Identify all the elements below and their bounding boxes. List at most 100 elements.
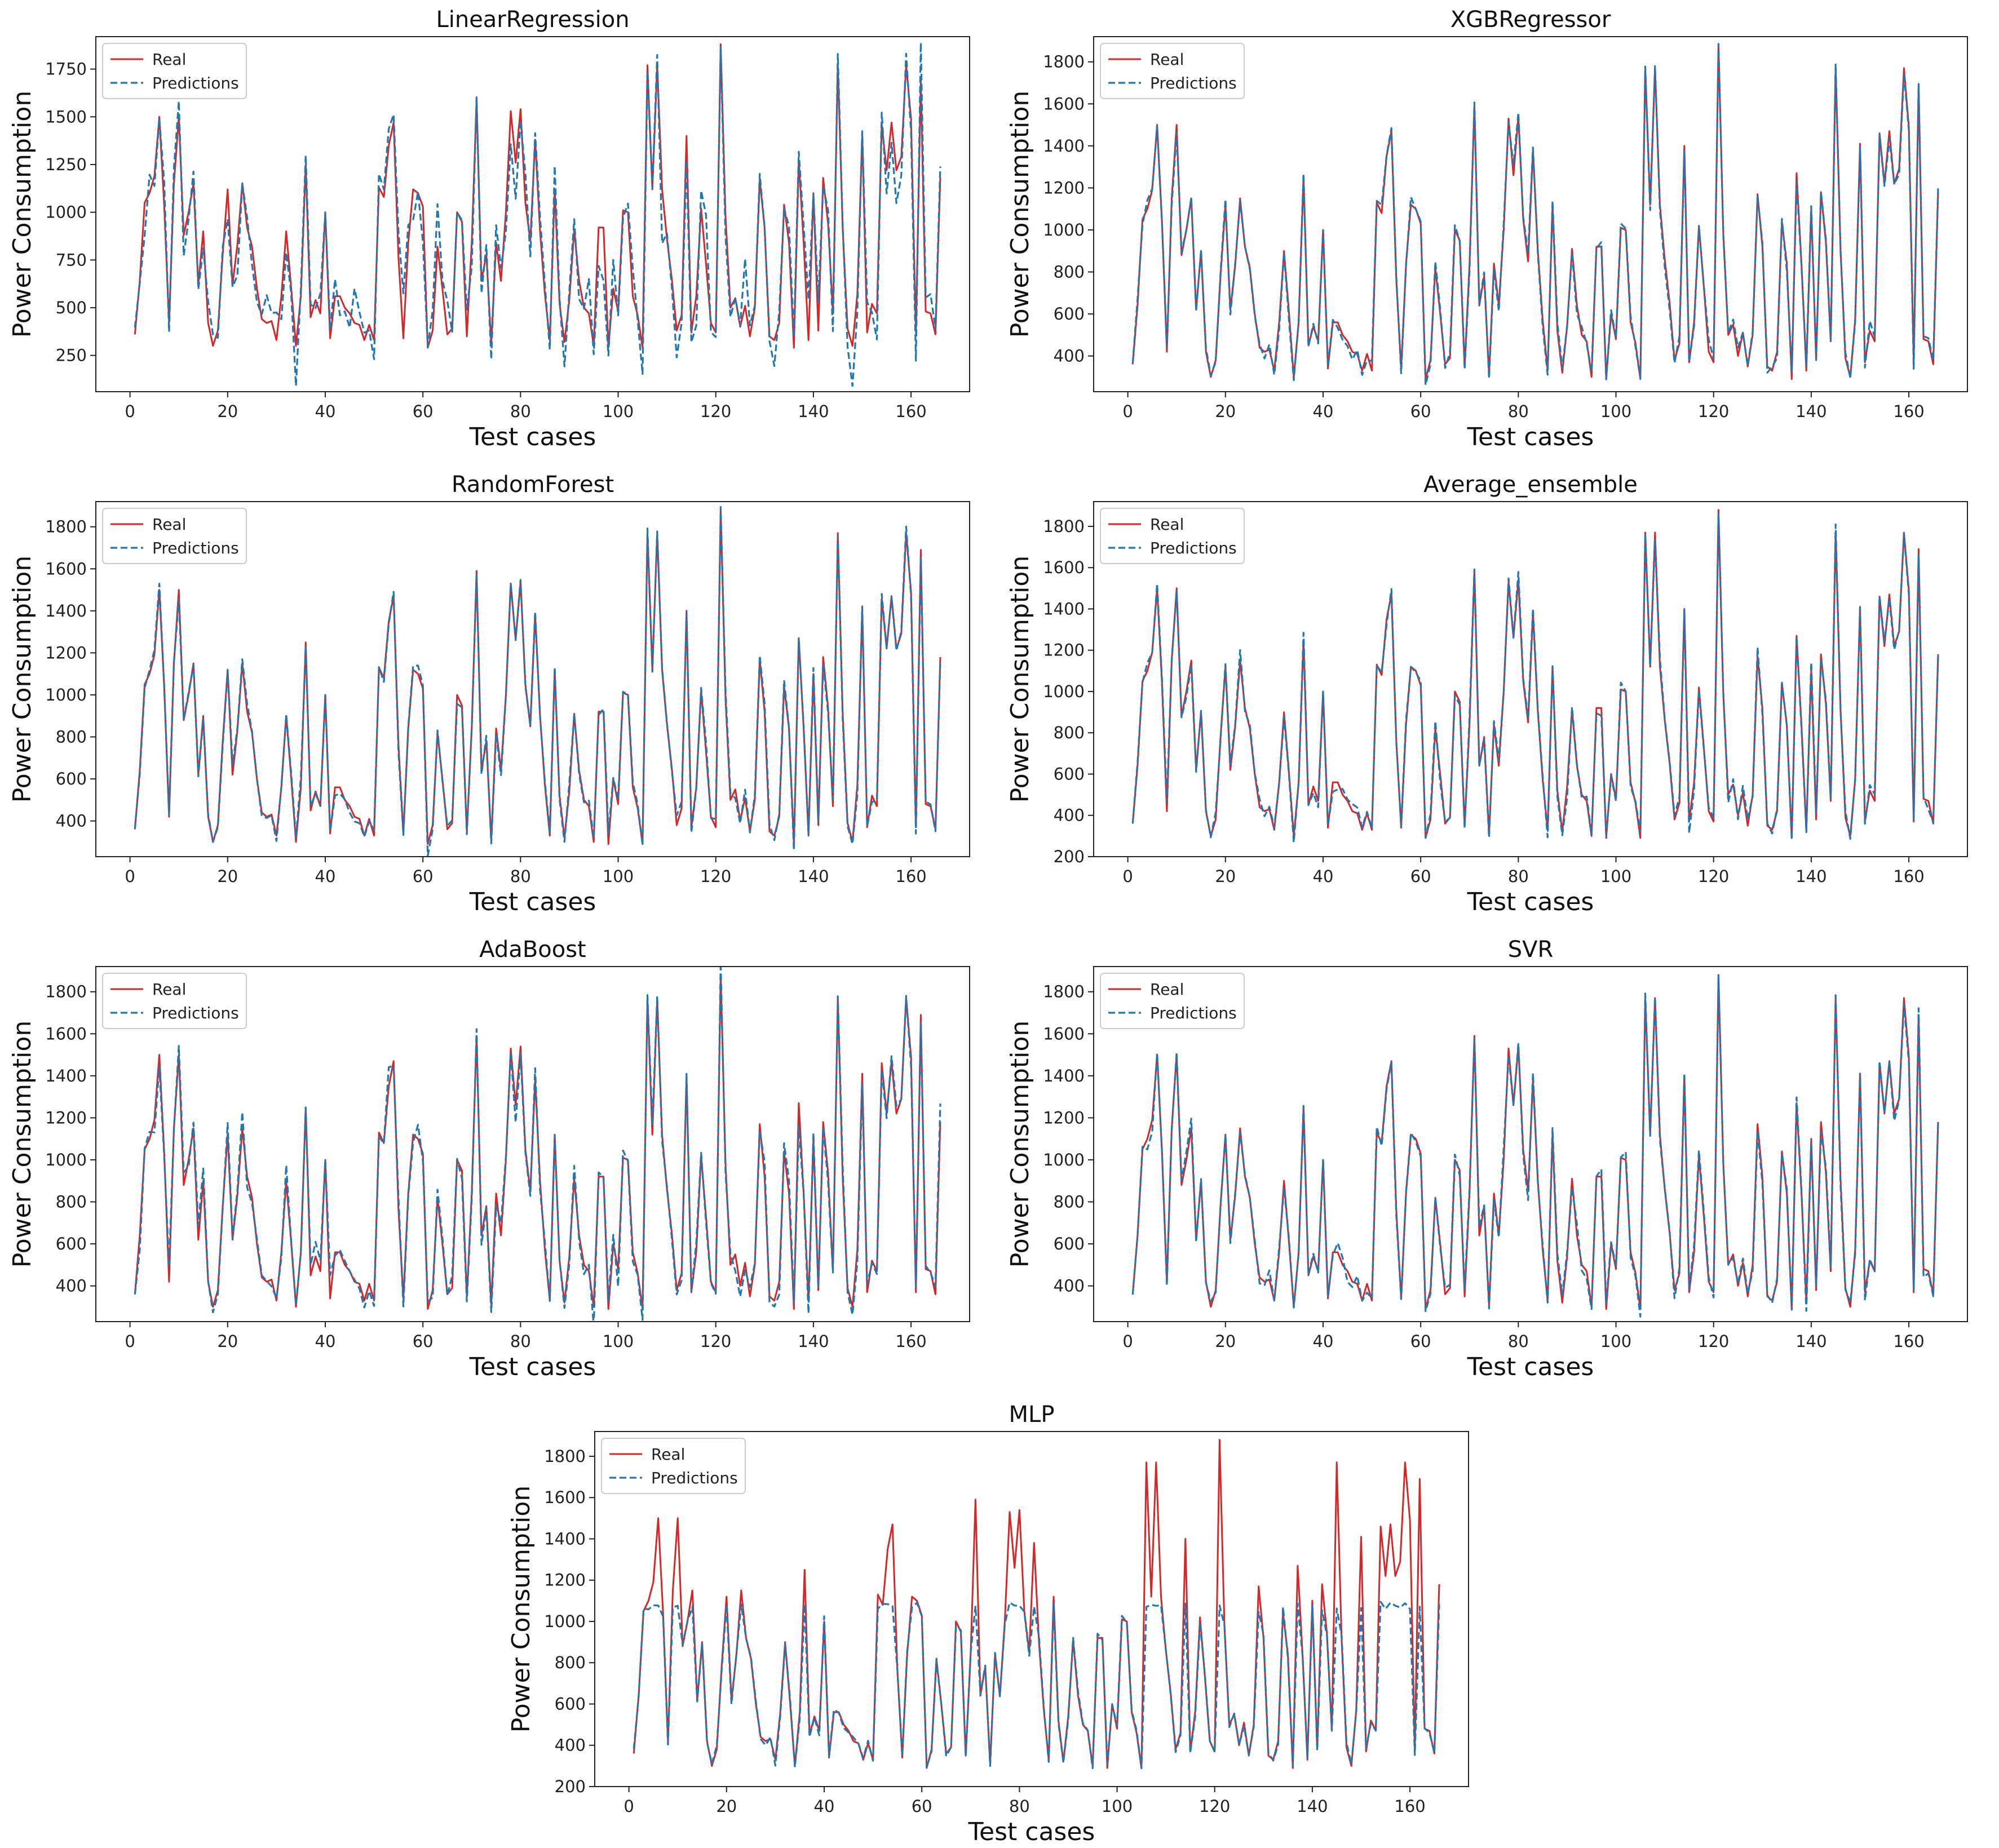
x-tick-label: 20 (1215, 867, 1236, 886)
legend: Real Predictions (102, 43, 247, 99)
x-tick-label: 140 (1795, 1332, 1826, 1351)
y-tick-label: 1400 (1043, 599, 1085, 618)
y-tick-label: 1800 (45, 517, 87, 537)
x-tick-label: 80 (510, 867, 531, 886)
chart-svg: AdaBoost 0 20 40 60 80 100 120 140 160 400 600 800 10… (8, 937, 970, 1381)
x-axis-label: Test cases (1467, 888, 1594, 916)
series-predictions-line (1131, 974, 1939, 1318)
x-tick-label: 100 (603, 402, 634, 421)
x-axis-label: Test cases (968, 1818, 1095, 1846)
plot-frame (1093, 501, 1968, 857)
x-tick-label: 80 (1009, 1797, 1030, 1816)
y-tick-label: 1800 (45, 982, 87, 1001)
y-tick-label: 600 (56, 1234, 87, 1253)
legend-box (102, 508, 247, 564)
y-tick-label: 1250 (45, 155, 87, 174)
y-tick-label: 1200 (45, 1108, 87, 1127)
y-tick-label: 800 (1054, 1193, 1085, 1212)
x-tick-label: 20 (1215, 1332, 1236, 1351)
y-axis-label: Power Consumption (8, 556, 37, 803)
x-tick-label: 60 (413, 867, 434, 886)
x-tick-label: 60 (413, 1332, 434, 1351)
y-tick-label: 1400 (1043, 1066, 1085, 1085)
y-tick-label: 800 (1054, 723, 1085, 742)
panel-xgbregressor: XGBRegressor 0 20 40 60 80 100 120 140 160 400 600 8… (998, 0, 1979, 451)
x-tick-label: 160 (1893, 402, 1924, 421)
legend-real-label: Real (651, 1445, 685, 1464)
y-tick-label: 1600 (544, 1488, 586, 1507)
x-tick-label: 140 (1795, 867, 1826, 886)
legend-box (1100, 973, 1245, 1029)
x-tick-label: 140 (798, 1332, 829, 1351)
y-tick-label: 1400 (544, 1529, 586, 1548)
y-tick-label: 500 (56, 298, 87, 317)
series-real-line (134, 43, 941, 349)
x-tick-label: 0 (1122, 867, 1133, 886)
x-tick-label: 80 (1508, 867, 1529, 886)
legend: Real Predictions (102, 508, 247, 564)
chart-svg: MLP 0 20 40 60 80 100 120 140 160 200 400 600 800 1000… (507, 1402, 1469, 1846)
x-tick-label: 140 (798, 402, 829, 421)
x-tick-label: 0 (125, 402, 135, 421)
plot-frame (594, 1431, 1469, 1787)
x-tick-label: 40 (814, 1797, 835, 1816)
y-tick-label: 1800 (1043, 982, 1085, 1001)
legend: Real Predictions (1100, 973, 1245, 1029)
chart-svg: XGBRegressor 0 20 40 60 80 100 120 140 160 400 600 8… (1006, 7, 1968, 451)
y-tick-label: 400 (1054, 347, 1085, 366)
x-tick-label: 60 (1410, 402, 1431, 421)
x-tick-label: 160 (895, 402, 926, 421)
legend-box (102, 43, 247, 99)
y-tick-label: 1200 (45, 643, 87, 662)
legend-predictions-label: Predictions (1150, 539, 1237, 557)
x-tick-label: 120 (1698, 1332, 1729, 1351)
x-tick-label: 20 (716, 1797, 737, 1816)
y-tick-label: 800 (56, 1193, 87, 1212)
x-axis-label: Test cases (1467, 423, 1594, 451)
legend: Real Predictions (1100, 43, 1245, 99)
x-tick-label: 120 (1698, 867, 1729, 886)
x-tick-label: 60 (1410, 1332, 1431, 1351)
series-real-line (633, 1439, 1440, 1769)
y-tick-label: 400 (56, 812, 87, 831)
y-axis-label: Power Consumption (1006, 1021, 1034, 1268)
x-tick-label: 40 (1313, 402, 1334, 421)
y-tick-label: 1200 (1043, 1108, 1085, 1127)
x-tick-label: 20 (1215, 402, 1236, 421)
y-tick-label: 400 (1054, 806, 1085, 825)
legend-real-label: Real (152, 50, 186, 69)
y-tick-label: 1200 (1043, 178, 1085, 197)
y-tick-label: 1000 (45, 203, 87, 222)
legend-real-label: Real (1150, 980, 1184, 999)
y-tick-label: 1600 (1043, 558, 1085, 577)
legend-predictions-label: Predictions (152, 1004, 239, 1022)
plot-frame (95, 36, 970, 392)
legend-real-label: Real (1150, 50, 1184, 69)
x-tick-label: 120 (1698, 402, 1729, 421)
y-tick-label: 1600 (45, 559, 87, 578)
y-tick-label: 1200 (544, 1571, 586, 1590)
legend: Real Predictions (1100, 508, 1245, 564)
chart-title: LinearRegression (436, 7, 629, 33)
y-axis-label: Power Consumption (507, 1486, 536, 1732)
x-tick-label: 20 (217, 867, 238, 886)
y-tick-label: 1000 (45, 685, 87, 704)
plot-frame (1093, 36, 1968, 392)
x-tick-label: 120 (1199, 1797, 1230, 1816)
x-tick-label: 60 (1410, 867, 1431, 886)
x-tick-label: 100 (603, 867, 634, 886)
x-axis-label: Test cases (469, 888, 596, 916)
x-tick-label: 100 (1600, 1332, 1631, 1351)
y-tick-label: 400 (1054, 1277, 1085, 1296)
y-tick-label: 600 (1054, 1234, 1085, 1253)
x-tick-label: 80 (1508, 1332, 1529, 1351)
y-axis-label: Power Consumption (1006, 91, 1034, 338)
x-tick-label: 160 (895, 867, 926, 886)
x-tick-label: 100 (1102, 1797, 1133, 1816)
x-tick-label: 160 (1394, 1797, 1425, 1816)
legend-box (601, 1438, 746, 1494)
panel-average-ensemble: Average_ensemble 0 20 40 60 80 100 120 140 160 200… (998, 465, 1979, 916)
panel-randomforest: RandomForest 0 20 40 60 80 100 120 140 160 400 600 8… (0, 465, 981, 916)
x-tick-label: 160 (1893, 1332, 1924, 1351)
y-tick-label: 1000 (45, 1150, 87, 1169)
